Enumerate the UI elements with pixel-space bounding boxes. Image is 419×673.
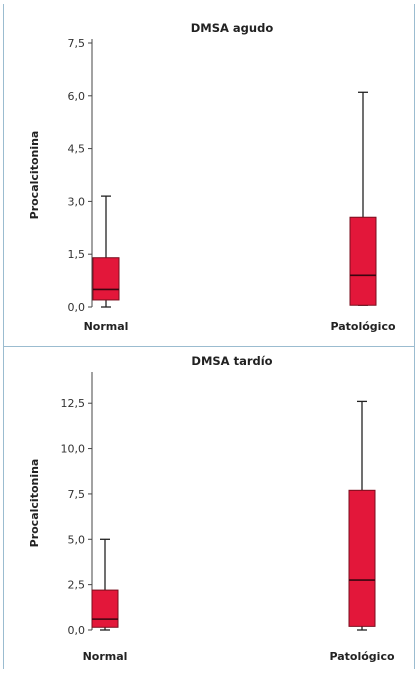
iqr-box xyxy=(92,257,120,301)
category-label: Patológico xyxy=(330,320,395,333)
y-tick-label: 7,5 xyxy=(68,488,86,501)
y-tick-label: 3,0 xyxy=(68,195,86,208)
box-patológico xyxy=(348,400,376,631)
iqr-box xyxy=(349,216,377,306)
y-tick-label: 7,5 xyxy=(68,37,86,50)
chart-dmsa-agudo: DMSA agudo Procalcitonina 0,0 1,5 3,0 4,5 6,0 7… xyxy=(28,21,396,333)
iqr-box xyxy=(348,489,376,627)
panel-divider xyxy=(3,346,415,347)
y-tick-label: 6,0 xyxy=(68,90,86,103)
box-normal xyxy=(92,195,120,308)
y-tick-label: 5,0 xyxy=(68,533,86,546)
y-tick-label: 10,0 xyxy=(61,443,86,456)
figure-frame xyxy=(3,4,415,669)
y-tick-label: 0,0 xyxy=(68,301,86,314)
box-normal xyxy=(91,538,119,631)
y-tick-label: 0,0 xyxy=(68,624,86,637)
box-patológico xyxy=(349,91,377,306)
y-axis-label: Procalcitonina xyxy=(28,459,41,548)
y-tick-label: 12,5 xyxy=(61,397,86,410)
chart-dmsa-tardio: DMSA tardío Procalcitonina 0,0 2,5 5,0 7,5 10,… xyxy=(28,354,395,663)
category-label: Normal xyxy=(83,650,128,663)
y-axis-label: Procalcitonina xyxy=(28,131,41,220)
category-label: Patológico xyxy=(329,650,394,663)
y-tick-label: 4,5 xyxy=(68,143,86,156)
chart-title: DMSA agudo xyxy=(191,21,274,35)
y-tick-label: 1,5 xyxy=(68,248,86,261)
y-tick-label: 2,5 xyxy=(68,579,86,592)
chart-title: DMSA tardío xyxy=(191,354,272,368)
iqr-box xyxy=(91,589,119,628)
category-label: Normal xyxy=(84,320,129,333)
